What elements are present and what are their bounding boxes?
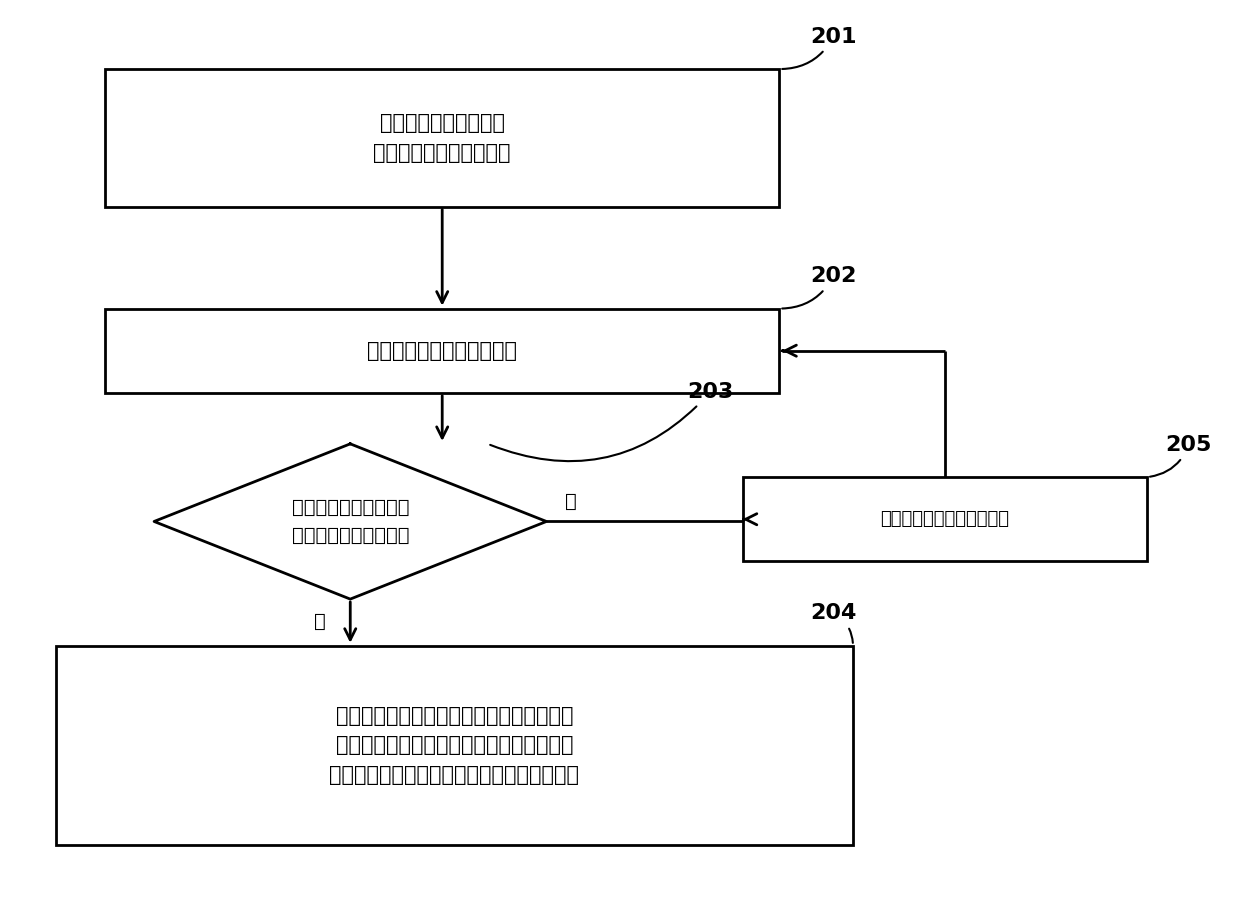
Text: 201: 201 [782, 27, 857, 69]
Text: 205: 205 [1149, 435, 1211, 477]
Text: 对下一个光伏组件进行定位: 对下一个光伏组件进行定位 [880, 510, 1009, 528]
Text: 204: 204 [810, 604, 857, 643]
Bar [105, 69, 780, 206]
Text: 定位的光伏组件温度值
是否大于预设的温度值: 定位的光伏组件温度值 是否大于预设的温度值 [291, 498, 409, 545]
Text: 对光伏组件进行定位，
得到光伏组件的位置信息: 对光伏组件进行定位， 得到光伏组件的位置信息 [373, 113, 511, 162]
Bar [743, 478, 1147, 561]
Polygon shape [154, 444, 547, 599]
Text: 是: 是 [314, 613, 325, 632]
Text: 对光伏组件进行拍照，得到故障的光伏组件
图片和视频，将故障的光伏组件图片、视频
和故障的光伏组件的位置信息发送至通信基站: 对光伏组件进行拍照，得到故障的光伏组件 图片和视频，将故障的光伏组件图片、视频 … [330, 705, 579, 785]
Text: 202: 202 [782, 267, 857, 308]
Bar [105, 308, 780, 393]
Bar [56, 646, 853, 845]
Text: 否: 否 [565, 492, 577, 511]
Text: 获取定位的光伏组件温度值: 获取定位的光伏组件温度值 [367, 341, 517, 360]
Text: 203: 203 [490, 382, 734, 461]
